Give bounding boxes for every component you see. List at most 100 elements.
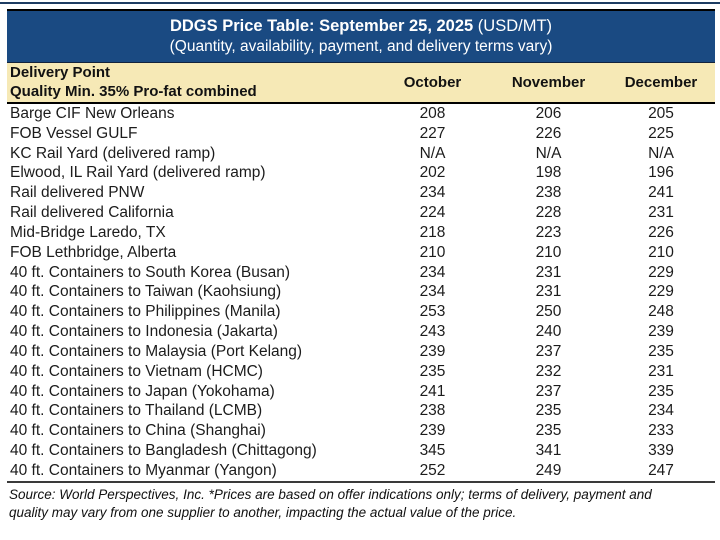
delivery-point-cell: 40 ft. Containers to Japan (Yokohama) [10,382,275,400]
table-title-unit: (USD/MT) [473,17,553,35]
price-cell-december: 205 [648,105,674,122]
table-row: Mid-Bridge Laredo, TX 218 223 226 [7,223,715,243]
table-row: 40 ft. Containers to Myanmar (Yangon) 252… [7,461,715,481]
price-cell-december: 229 [648,263,674,281]
delivery-point-cell: FOB Lethbridge, Alberta [10,243,177,261]
price-cell-november: 231 [535,283,562,301]
price-cell-october: 234 [419,184,446,202]
table-row: Elwood, IL Rail Yard (delivered ramp) 202… [7,163,715,183]
delivery-point-cell: Barge CIF New Orleans [10,105,175,122]
price-cell-november: 210 [535,243,562,261]
column-header-november: November [511,74,586,91]
price-cell-october: 238 [419,402,446,420]
price-cell-november: 223 [535,223,562,241]
price-cell-october: 210 [419,243,446,261]
delivery-point-cell: Rail delivered California [10,204,174,222]
price-cell-october: 202 [419,164,446,182]
delivery-point-cell: 40 ft. Containers to Thailand (LCMB) [10,402,263,420]
price-cell-october: 227 [419,124,446,142]
price-cell-october: 252 [419,461,446,479]
price-cell-december: 231 [648,204,674,222]
delivery-point-cell: 40 ft. Containers to Indonesia (Jakarta) [10,323,278,341]
price-cell-december: 235 [648,342,674,360]
source-note-line1: Source: World Perspectives, Inc. *Prices… [9,486,652,502]
price-cell-november: 231 [535,263,562,281]
price-cell-november: 250 [535,303,562,321]
price-cell-november: 198 [535,164,562,182]
source-note-line2: quality may vary from one supplier to an… [9,505,517,521]
price-cell-november: 206 [535,105,562,122]
delivery-point-cell: Mid-Bridge Laredo, TX [10,223,166,241]
table-row: FOB Lethbridge, Alberta 210 210 210 [7,243,715,263]
price-cell-november: 238 [535,184,562,202]
delivery-point-cell: 40 ft. Containers to Myanmar (Yangon) [10,461,277,479]
delivery-point-cell: 40 ft. Containers to South Korea (Busan) [10,263,291,281]
price-cell-october: 241 [419,382,446,400]
price-cell-october: 224 [419,204,446,222]
delivery-point-cell: KC Rail Yard (delivered ramp) [10,144,216,162]
price-cell-october: 253 [419,303,446,321]
price-cell-december: 248 [648,303,674,321]
price-cell-october: 345 [419,442,446,460]
delivery-point-cell: 40 ft. Containers to China (Shanghai) [10,422,266,440]
table-row: Rail delivered PNW 234 238 241 [7,183,715,203]
price-cell-october: 235 [419,362,446,380]
delivery-point-cell: 40 ft. Containers to Malaysia (Port Kela… [10,342,303,360]
column-header-row: Delivery Point Quality Min. 35% Pro-fat … [7,62,715,104]
table-row: Rail delivered California 224 228 231 [7,203,715,223]
delivery-point-cell: 40 ft. Containers to Bangladesh (Chittag… [10,442,317,460]
price-cell-november: 240 [535,323,562,341]
price-cell-december: 231 [648,362,674,380]
delivery-point-cell: 40 ft. Containers to Taiwan (Kaohsiung) [10,283,282,301]
price-cell-december: 225 [648,124,674,142]
price-cell-october: 239 [419,422,446,440]
delivery-point-header-line2: Quality Min. 35% Pro-fat combined [10,82,257,100]
delivery-point-cell: Elwood, IL Rail Yard (delivered ramp) [10,164,266,182]
table-subtitle: (Quantity, availability, payment, and de… [169,38,553,55]
delivery-point-cell: Rail delivered PNW [10,184,145,202]
price-cell-december: 226 [648,223,674,241]
table-row: 40 ft. Containers to Thailand (LCMB) 238 2… [7,401,715,421]
column-header-december: December [624,74,698,91]
table-title: DDGS Price Table: September 25, 2025 [169,17,474,35]
top-edge-line [0,2,720,4]
delivery-point-cell: FOB Vessel GULF [10,124,138,142]
table-row: 40 ft. Containers to Malaysia (Port Kela… [7,342,715,362]
price-cell-december: 196 [648,164,674,182]
delivery-point-cell: 40 ft. Containers to Vietnam (HCMC) [10,362,263,380]
price-cell-december: 339 [648,442,674,460]
table-row: Barge CIF New Orleans 208 206 205 [7,104,715,124]
price-cell-december: 239 [648,323,674,341]
table-row: 40 ft. Containers to Vietnam (HCMC) 235 23… [7,362,715,382]
price-cell-december: 229 [648,283,674,301]
price-rows: Barge CIF New Orleans 208 206 205 FOB Vessel… [7,104,715,483]
source-note: Source: World Perspectives, Inc. *Prices… [7,483,715,523]
price-cell-october: 243 [419,323,446,341]
price-cell-december: 235 [648,382,674,400]
price-cell-december: 241 [648,184,674,202]
price-cell-december: 210 [648,243,674,261]
delivery-point-cell: 40 ft. Containers to Philippines (Manila… [10,303,281,321]
price-cell-november: 237 [535,382,562,400]
price-cell-november: 235 [535,402,562,420]
table-title-band: DDGS Price Table: September 25, 2025 (US… [7,11,715,62]
price-cell-october: 234 [419,263,446,281]
column-header-october: October [403,74,462,91]
price-cell-november: N/A [535,144,562,162]
table-row: KC Rail Yard (delivered ramp) N/A N/A N/A [7,144,715,164]
price-cell-december: 247 [648,461,674,479]
table-row: 40 ft. Containers to Bangladesh (Chittag… [7,441,715,461]
price-cell-november: 226 [535,124,562,142]
price-cell-december: 234 [648,402,674,420]
table-title-line: DDGS Price Table: September 25, 2025 (US… [7,16,715,37]
price-cell-november: 341 [535,442,562,460]
table-row: 40 ft. Containers to South Korea (Busan)… [7,263,715,283]
table-row: 40 ft. Containers to Indonesia (Jakarta)… [7,322,715,342]
table-row: 40 ft. Containers to Japan (Yokohama) 241… [7,382,715,402]
price-cell-october: 234 [419,283,446,301]
price-cell-december: 233 [648,422,674,440]
price-cell-october: 218 [419,223,446,241]
delivery-point-header-line1: Delivery Point [10,64,111,81]
price-cell-october: 239 [419,342,446,360]
delivery-point-header: Delivery Point Quality Min. 35% Pro-fat … [7,64,375,101]
